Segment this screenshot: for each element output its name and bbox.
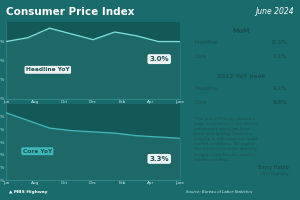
Text: "The June CPI finally showed a
large moderation in the shelter
component, which : "The June CPI finally showed a large mod…	[194, 117, 257, 162]
Text: Barry Habib: Barry Habib	[258, 165, 289, 170]
Text: 0.1%: 0.1%	[273, 54, 288, 59]
Text: Headline: Headline	[195, 86, 218, 91]
Text: CEO, Highway: CEO, Highway	[260, 172, 289, 176]
Text: 9.1%: 9.1%	[273, 86, 288, 91]
Text: ▲ MBS Highway: ▲ MBS Highway	[9, 190, 47, 194]
Text: Headline: Headline	[195, 40, 218, 45]
Text: MoM: MoM	[232, 28, 250, 34]
Text: 2022 YoY peak: 2022 YoY peak	[217, 74, 266, 79]
Text: Source: Bureau of Labor Statistics: Source: Bureau of Labor Statistics	[186, 190, 252, 194]
Text: Headline YoY: Headline YoY	[26, 67, 70, 72]
Text: Core YoY: Core YoY	[23, 149, 52, 154]
Text: June 2024: June 2024	[255, 7, 294, 16]
Text: 3.0%: 3.0%	[149, 56, 169, 62]
Text: Core: Core	[195, 100, 207, 105]
Text: -0.1%: -0.1%	[271, 40, 288, 45]
Text: 6.6%: 6.6%	[273, 100, 288, 105]
Text: 3.3%: 3.3%	[149, 156, 169, 162]
Text: Consumer Price Index: Consumer Price Index	[6, 7, 134, 17]
Text: Core: Core	[195, 54, 207, 59]
